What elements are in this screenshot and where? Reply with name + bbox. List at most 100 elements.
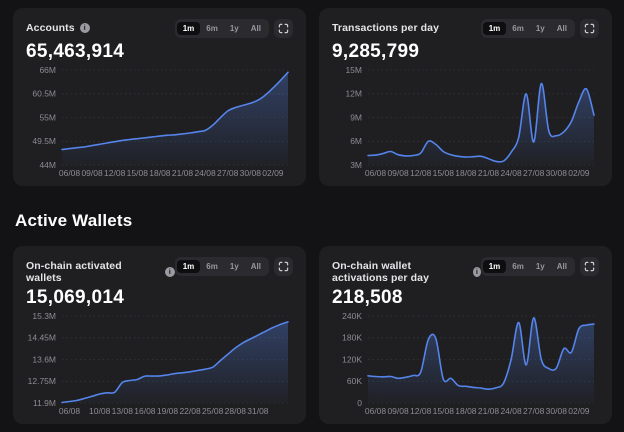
section-title-active-wallets: Active Wallets (15, 211, 133, 230)
range-button-1y[interactable]: 1y (530, 22, 551, 36)
svg-text:19/08: 19/08 (157, 406, 179, 416)
svg-text:15.3M: 15.3M (32, 311, 56, 321)
range-button-1y[interactable]: 1y (224, 260, 245, 274)
range-button-all[interactable]: All (551, 260, 573, 274)
range-button-1m[interactable]: 1m (176, 21, 201, 36)
card-header: On-chain activated wallets i 1m 6m 1y Al… (26, 257, 293, 284)
svg-text:16/08: 16/08 (134, 406, 156, 416)
range-button-1m[interactable]: 1m (482, 21, 507, 36)
expand-button[interactable] (580, 19, 599, 38)
svg-text:22/08: 22/08 (179, 406, 201, 416)
svg-text:13/08: 13/08 (112, 406, 134, 416)
svg-text:66M: 66M (39, 65, 56, 75)
info-icon[interactable]: i (164, 267, 175, 277)
svg-text:60K: 60K (347, 376, 362, 386)
fullscreen-icon (278, 261, 289, 272)
svg-text:15/08: 15/08 (433, 406, 455, 416)
svg-text:06/08: 06/08 (59, 168, 81, 178)
range-button-1y[interactable]: 1y (530, 260, 551, 274)
range-button-6m[interactable]: 6m (200, 22, 224, 36)
accounts-chart: 44M 49.5M 55M 60.5M 66M 06/08 09/08 12/08 15/08 1… (26, 65, 293, 178)
svg-text:06/08: 06/08 (365, 406, 387, 416)
range-button-all[interactable]: All (245, 260, 267, 274)
metric-value: 65,463,914 (26, 41, 125, 62)
range-button-6m[interactable]: 6m (506, 260, 530, 274)
svg-text:30/08: 30/08 (546, 406, 568, 416)
metric-value: 218,508 (332, 287, 403, 308)
range-button-1m[interactable]: 1m (176, 259, 201, 274)
card-title: Transactions per day (332, 22, 440, 34)
svg-text:06/08: 06/08 (59, 406, 81, 416)
expand-button[interactable] (274, 257, 293, 276)
svg-text:60.5M: 60.5M (32, 89, 56, 99)
card-transactions-per-day: Transactions per day 1m 6m 1y All 9,285,… (319, 8, 612, 186)
svg-text:30/08: 30/08 (546, 168, 568, 178)
svg-text:18/08: 18/08 (149, 168, 171, 178)
svg-text:18/08: 18/08 (455, 406, 477, 416)
transactions-chart: 3M 6M 9M 12M 15M 06/08 09/08 12/08 15/08 18/08 21/… (332, 65, 599, 178)
expand-button[interactable] (580, 257, 599, 276)
svg-text:27/08: 27/08 (523, 168, 545, 178)
svg-text:12/08: 12/08 (104, 168, 126, 178)
svg-text:21/08: 21/08 (478, 406, 500, 416)
svg-text:21/08: 21/08 (172, 168, 194, 178)
svg-text:9M: 9M (350, 112, 362, 122)
expand-button[interactable] (274, 19, 293, 38)
svg-text:28/08: 28/08 (225, 406, 247, 416)
card-title: Accounts (26, 22, 75, 34)
range-button-6m[interactable]: 6m (506, 22, 530, 36)
info-icon[interactable]: i (473, 267, 481, 277)
svg-text:11.9M: 11.9M (33, 398, 56, 408)
svg-text:02/09: 02/09 (262, 168, 284, 178)
svg-text:24/08: 24/08 (500, 406, 522, 416)
range-selector: 1m 6m 1y All (480, 19, 575, 38)
svg-text:12/08: 12/08 (410, 168, 432, 178)
svg-text:02/09: 02/09 (568, 406, 590, 416)
card-header: Accounts i 1m 6m 1y All (26, 19, 293, 38)
info-icon[interactable]: i (79, 23, 90, 33)
svg-text:25/08: 25/08 (202, 406, 224, 416)
svg-text:0: 0 (357, 398, 362, 408)
card-title: On-chain wallet activations per day (332, 260, 430, 284)
metric-value: 9,285,799 (332, 41, 420, 62)
svg-text:15M: 15M (345, 65, 362, 75)
svg-text:15/08: 15/08 (127, 168, 149, 178)
svg-text:10/08: 10/08 (89, 406, 111, 416)
svg-text:3M: 3M (350, 160, 362, 170)
range-selector: 1m 6m 1y All (480, 257, 575, 276)
chart-svg: 3M 6M 9M 12M 15M 06/08 09/08 12/08 15/08 18/08 21/… (345, 65, 595, 178)
svg-text:18/08: 18/08 (455, 168, 477, 178)
range-button-all[interactable]: All (245, 22, 267, 36)
range-button-1y[interactable]: 1y (224, 22, 245, 36)
svg-text:12.75M: 12.75M (28, 376, 56, 386)
chart-svg: 11.9M 12.75M 13.6M 14.45M 15.3M 06/08 10/08 13/… (28, 311, 289, 416)
svg-text:24/08: 24/08 (500, 168, 522, 178)
svg-text:180K: 180K (342, 333, 362, 343)
range-button-6m[interactable]: 6m (200, 260, 224, 274)
card-accounts: Accounts i 1m 6m 1y All 65,463,914 44M 4 (13, 8, 306, 186)
activated-wallets-chart: 11.9M 12.75M 13.6M 14.45M 15.3M 06/08 10/08 13/… (26, 311, 293, 416)
top-card-row: Accounts i 1m 6m 1y All 65,463,914 44M 4 (13, 8, 612, 186)
metric-value: 15,069,014 (26, 287, 125, 308)
range-button-all[interactable]: All (551, 22, 573, 36)
svg-text:27/08: 27/08 (523, 406, 545, 416)
svg-text:24/08: 24/08 (194, 168, 216, 178)
card-header: Transactions per day 1m 6m 1y All (332, 19, 599, 38)
svg-text:09/08: 09/08 (387, 168, 409, 178)
card-onchain-activated-wallets: On-chain activated wallets i 1m 6m 1y Al… (13, 246, 306, 424)
svg-text:02/09: 02/09 (568, 168, 590, 178)
card-onchain-wallet-activations: On-chain wallet activations per day i 1m… (319, 246, 612, 424)
svg-text:13.6M: 13.6M (32, 354, 56, 364)
bottom-card-row: On-chain activated wallets i 1m 6m 1y Al… (13, 246, 612, 424)
fullscreen-icon (584, 261, 595, 272)
svg-text:6M: 6M (350, 136, 362, 146)
svg-text:55M: 55M (39, 112, 56, 122)
fullscreen-icon (584, 23, 595, 34)
range-button-1m[interactable]: 1m (482, 259, 507, 274)
svg-text:09/08: 09/08 (81, 168, 103, 178)
wallet-activations-chart: 0 60K 120K 180K 240K 06/08 09/08 12/08 15/08 18/0… (332, 311, 599, 416)
svg-text:120K: 120K (342, 354, 362, 364)
svg-text:12M: 12M (345, 89, 362, 99)
svg-text:44M: 44M (39, 160, 56, 170)
